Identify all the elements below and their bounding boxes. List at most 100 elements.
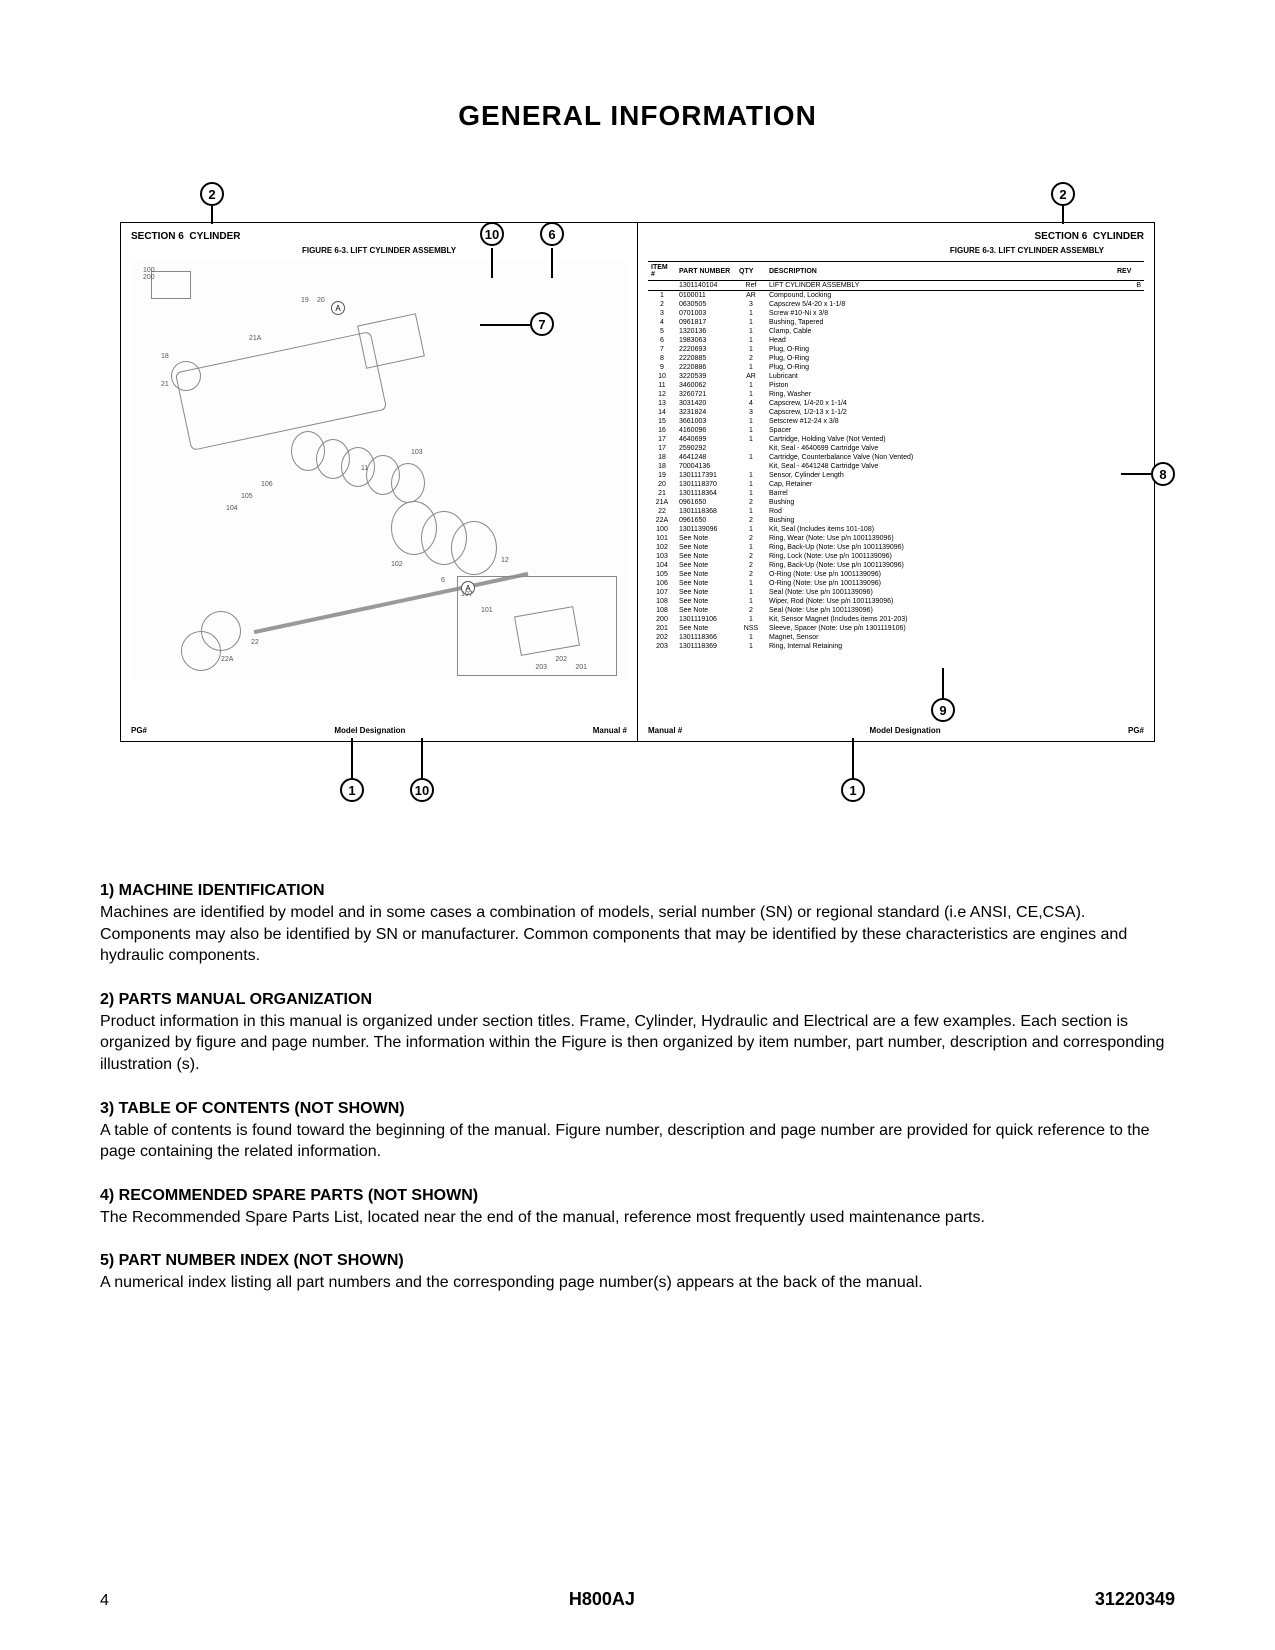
table-cell: 203 (648, 642, 676, 651)
table-cell: 100 (648, 525, 676, 534)
table-cell: 2 (736, 552, 766, 561)
table-header: QTY (736, 262, 766, 281)
table-cell: Ring, Back-Up (Note: Use p/n 1001139096) (766, 561, 1114, 570)
table-cell: 2220885 (676, 354, 736, 363)
table-cell (736, 444, 766, 453)
table-cell: 104 (648, 561, 676, 570)
table-cell (1114, 318, 1144, 327)
table-cell: LIFT CYLINDER ASSEMBLY (766, 281, 1114, 291)
table-row: 107See Note1Seal (Note: Use p/n 10011390… (648, 588, 1144, 597)
table-cell: 1 (736, 309, 766, 318)
table-cell: See Note (676, 624, 736, 633)
table-row: 201See NoteNSSSleeve, Spacer (Note: Use … (648, 624, 1144, 633)
table-row: 307010031Screw #10-Ni x 3/8 (648, 309, 1144, 318)
table-cell: 201 (648, 624, 676, 633)
table-row: 2113011183641Barrel (648, 489, 1144, 498)
table-row: 409618171Bushing, Tapered (648, 318, 1144, 327)
page-footer: 4 H800AJ 31220349 (100, 1589, 1175, 1610)
table-cell (1114, 588, 1144, 597)
table-cell: 15 (648, 417, 676, 426)
right-panel-footer: Manual # Model Designation PG# (648, 726, 1144, 735)
table-row: 1870004136Kit, Seal - 4641248 Cartridge … (648, 462, 1144, 471)
table-cell: 2 (648, 300, 676, 309)
section-body: The Recommended Spare Parts List, locate… (100, 1207, 1175, 1229)
table-cell: 16 (648, 426, 676, 435)
section-heading: 3) TABLE OF CONTENTS (NOT SHOWN) (100, 1100, 1175, 1118)
table-row: 20213011183661Magnet, Sensor (648, 633, 1144, 642)
table-cell: Kit, Seal (Includes items 101-108) (766, 525, 1114, 534)
table-cell (1114, 372, 1144, 381)
table-cell (1114, 291, 1144, 301)
table-cell: 3231824 (676, 408, 736, 417)
table-cell (1114, 615, 1144, 624)
table-cell: 70004136 (676, 462, 736, 471)
table-cell: 106 (648, 579, 676, 588)
table-cell: See Note (676, 570, 736, 579)
table-cell: Rod (766, 507, 1114, 516)
callout-8: 8 (1151, 462, 1175, 486)
table-cell: 1301118369 (676, 642, 736, 651)
table-cell (1114, 561, 1144, 570)
table-row: 822208852Plug, O-Ring (648, 354, 1144, 363)
table-cell: 1301119106 (676, 615, 736, 624)
table-cell (1114, 498, 1144, 507)
table-cell: 1983063 (676, 336, 736, 345)
section: 4) RECOMMENDED SPARE PARTS (NOT SHOWN)Th… (100, 1187, 1175, 1229)
table-cell: 3 (736, 408, 766, 417)
table-cell: 3260721 (676, 390, 736, 399)
table-cell: 1 (736, 363, 766, 372)
table-header: PART NUMBER (676, 262, 736, 281)
table-cell: 2 (736, 516, 766, 525)
table-cell: 1 (736, 588, 766, 597)
table-cell: Wiper, Rod (Note: Use p/n 1001139096) (766, 597, 1114, 606)
table-row: 10100011ARCompound, Locking (648, 291, 1144, 301)
table-cell (736, 462, 766, 471)
table-row: 20313011183691Ring, Internal Retaining (648, 642, 1144, 651)
callout-line (491, 248, 493, 278)
left-section-label: SECTION 6 CYLINDER (131, 231, 240, 242)
table-cell: 2 (736, 606, 766, 615)
callout-line (1062, 206, 1064, 224)
table-cell (1114, 597, 1144, 606)
table-cell: 0701003 (676, 309, 736, 318)
table-cell: 3220539 (676, 372, 736, 381)
table-cell (1114, 552, 1144, 561)
section: 5) PART NUMBER INDEX (NOT SHOWN)A numeri… (100, 1252, 1175, 1294)
table-header: ITEM # (648, 262, 676, 281)
table-cell: See Note (676, 597, 736, 606)
table-cell: 1320136 (676, 327, 736, 336)
table-cell: 3 (736, 300, 766, 309)
table-cell: 1 (736, 597, 766, 606)
table-cell: Clamp, Cable (766, 327, 1114, 336)
table-cell (1114, 489, 1144, 498)
table-cell: 1 (736, 435, 766, 444)
table-row: 2213011183681Rod (648, 507, 1144, 516)
table-cell: Kit, Seal - 4641248 Cartridge Valve (766, 462, 1114, 471)
table-row: 22A09616502Bushing (648, 516, 1144, 525)
left-panel: SECTION 6 CYLINDER FIGURE 6-3. LIFT CYLI… (121, 223, 638, 741)
table-cell: 105 (648, 570, 676, 579)
table-cell: 2590292 (676, 444, 736, 453)
table-cell: Bushing (766, 498, 1114, 507)
table-row: 1641600961Spacer (648, 426, 1144, 435)
detail-a-marker: A (331, 301, 345, 315)
table-cell: 101 (648, 534, 676, 543)
table-cell: Cartridge, Holding Valve (Not Vented) (766, 435, 1114, 444)
table-cell (1114, 534, 1144, 543)
table-cell: 1 (648, 291, 676, 301)
table-cell: 1 (736, 381, 766, 390)
table-cell: 22A (648, 516, 676, 525)
table-cell: Kit, Sensor Magnet (Includes items 201-2… (766, 615, 1114, 624)
callout-line (421, 738, 423, 778)
callout-7: 7 (530, 312, 554, 336)
table-cell (1114, 633, 1144, 642)
table-cell (1114, 525, 1144, 534)
section-heading: 5) PART NUMBER INDEX (NOT SHOWN) (100, 1252, 1175, 1270)
table-cell: 1 (736, 507, 766, 516)
table-row: 1536610031Setscrew #12-24 x 3/8 (648, 417, 1144, 426)
section-body: Machines are identified by model and in … (100, 902, 1175, 967)
table-cell (1114, 363, 1144, 372)
table-cell: AR (736, 372, 766, 381)
table-cell (1114, 354, 1144, 363)
table-row: 20013011191061Kit, Sensor Magnet (Includ… (648, 615, 1144, 624)
